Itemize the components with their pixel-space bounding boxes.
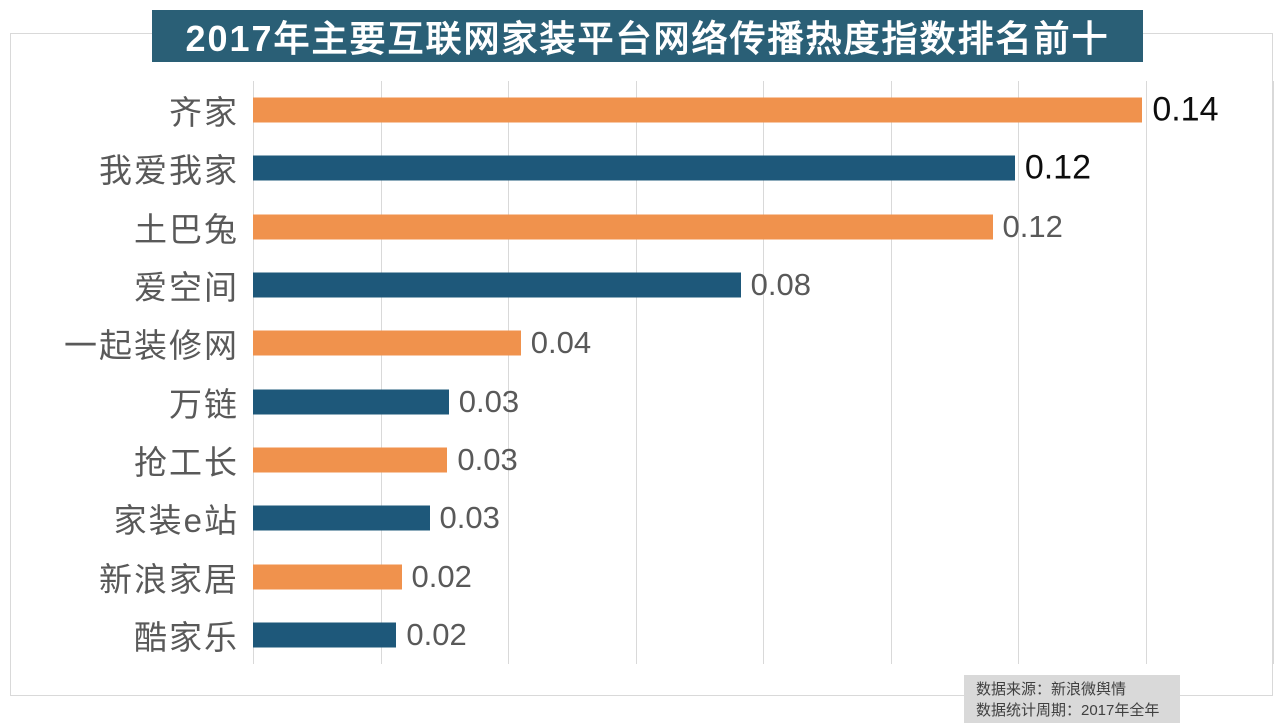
value-label: 0.04 bbox=[530, 325, 592, 361]
bar bbox=[253, 447, 448, 473]
bar bbox=[253, 389, 449, 415]
category-label: 新浪家居 bbox=[99, 560, 239, 598]
source-line-1: 数据来源：新浪微舆情 bbox=[976, 681, 1127, 698]
vertical-gridline bbox=[1018, 81, 1019, 664]
gridline-layer bbox=[253, 81, 1274, 664]
source-line-2: 数据统计周期：2017年全年 bbox=[976, 702, 1160, 719]
vertical-gridline bbox=[635, 81, 637, 664]
category-label: 家装e站 bbox=[113, 502, 239, 540]
source-note: 数据来源：新浪微舆情 数据统计周期：2017年全年 bbox=[964, 675, 1180, 723]
category-label: 爱空间 bbox=[134, 269, 239, 307]
bar-row: 土巴兔 0.12 bbox=[11, 198, 1273, 256]
bar-track: 0.02 bbox=[253, 547, 1273, 605]
value-label: 0.02 bbox=[406, 616, 467, 652]
value-label: 0.03 bbox=[457, 441, 518, 477]
bar bbox=[253, 97, 1143, 123]
bar-row: 新浪家居 0.02 bbox=[11, 547, 1273, 605]
bar-track: 0.08 bbox=[253, 256, 1273, 314]
bar bbox=[253, 214, 993, 240]
category-label: 我爱我家 bbox=[99, 152, 239, 190]
category-label: 一起装修网 bbox=[64, 327, 239, 365]
category-label: 万链 bbox=[169, 385, 239, 423]
bar-row: 爱空间 0.08 bbox=[11, 256, 1273, 314]
bar-track: 0.03 bbox=[253, 431, 1273, 489]
vertical-gridline bbox=[890, 81, 892, 664]
vertical-gridline bbox=[763, 81, 764, 664]
bar-row: 我爱我家 0.12 bbox=[11, 139, 1273, 197]
bar bbox=[253, 622, 397, 648]
bar-track: 0.02 bbox=[253, 606, 1273, 664]
bar-track: 0.14 bbox=[253, 81, 1273, 139]
bar-track: 0.12 bbox=[253, 198, 1273, 256]
bar bbox=[253, 564, 402, 590]
value-label: 0.03 bbox=[458, 383, 520, 419]
bar bbox=[253, 272, 741, 298]
bar-row: 齐家 0.14 bbox=[11, 81, 1273, 139]
value-label: 0.03 bbox=[439, 500, 500, 536]
vertical-gridline bbox=[380, 81, 382, 664]
value-label: 0.14 bbox=[1152, 90, 1219, 129]
bar-row: 万链 0.03 bbox=[11, 372, 1273, 430]
vertical-gridline bbox=[508, 81, 509, 664]
value-label: 0.12 bbox=[1024, 148, 1092, 187]
value-label: 0.08 bbox=[750, 267, 811, 303]
bar-row: 酷家乐 0.02 bbox=[11, 606, 1273, 664]
bar-track: 0.04 bbox=[253, 314, 1273, 372]
vertical-gridline bbox=[1145, 81, 1147, 664]
category-label: 土巴兔 bbox=[134, 210, 239, 248]
chart-title: 2017年主要互联网家装平台网络传播热度指数排名前十 bbox=[152, 10, 1143, 62]
category-label: 酷家乐 bbox=[134, 618, 239, 656]
bar-row: 家装e站 0.03 bbox=[11, 489, 1273, 547]
bar-row: 抢工长 0.03 bbox=[11, 431, 1273, 489]
bar-track: 0.03 bbox=[253, 489, 1273, 547]
bar-rows: 齐家 0.14 我爱我家 0.12 土巴兔 0.12 爱空间 0.08 一起装修网 0.04 万链 0… bbox=[11, 81, 1273, 664]
bar-track: 0.03 bbox=[253, 372, 1273, 430]
category-label: 抢工长 bbox=[134, 443, 239, 481]
vertical-gridline bbox=[253, 81, 254, 664]
bar-row: 一起装修网 0.04 bbox=[11, 314, 1273, 372]
bar bbox=[253, 505, 430, 531]
chart-frame: 齐家 0.14 我爱我家 0.12 土巴兔 0.12 爱空间 0.08 一起装修网 0.04 万链 0… bbox=[10, 33, 1274, 696]
category-label: 齐家 bbox=[169, 94, 239, 132]
vertical-gridline bbox=[1273, 81, 1274, 664]
value-label: 0.12 bbox=[1002, 208, 1063, 244]
bar-track: 0.12 bbox=[253, 139, 1273, 197]
bar bbox=[253, 330, 521, 356]
bar bbox=[253, 155, 1015, 181]
value-label: 0.02 bbox=[411, 558, 472, 594]
